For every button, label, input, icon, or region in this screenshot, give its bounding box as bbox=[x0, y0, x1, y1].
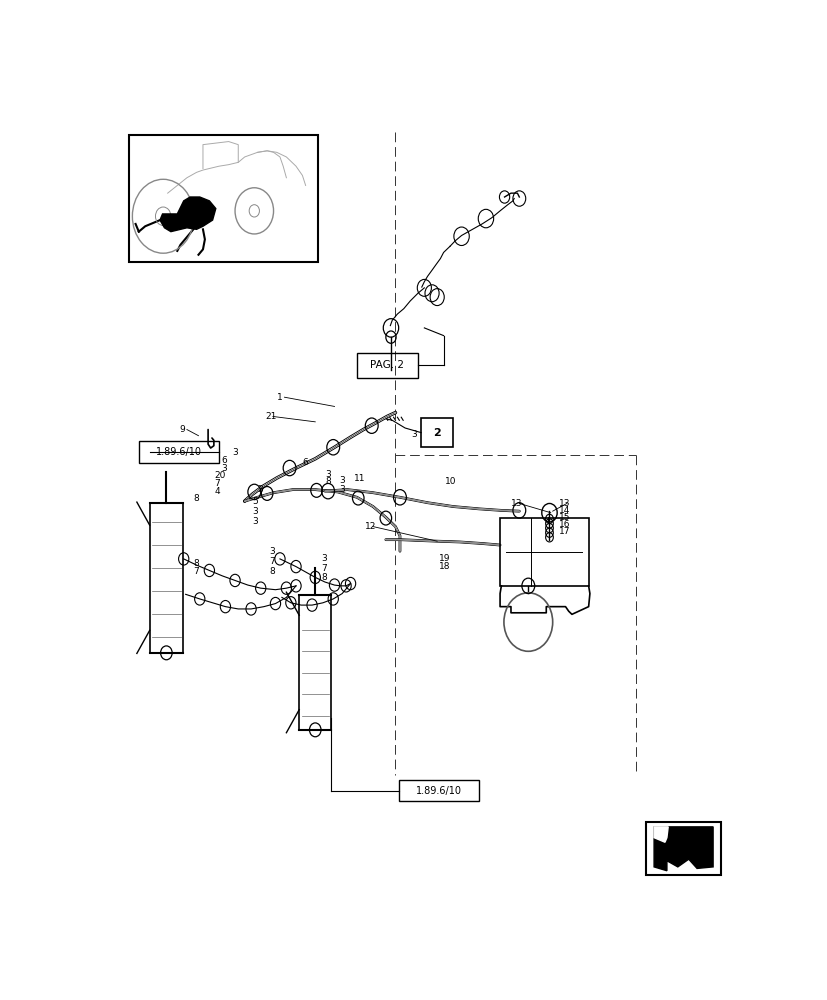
Bar bbox=[421, 418, 452, 447]
Text: 15: 15 bbox=[558, 513, 570, 522]
Text: 3: 3 bbox=[411, 430, 417, 439]
Text: 8: 8 bbox=[193, 494, 198, 503]
Bar bbox=[150, 503, 183, 653]
Text: 17: 17 bbox=[558, 527, 570, 536]
Text: 3: 3 bbox=[252, 507, 258, 516]
Text: 3: 3 bbox=[269, 547, 275, 556]
Text: 3: 3 bbox=[339, 476, 345, 485]
Text: 3: 3 bbox=[322, 554, 327, 563]
Text: 5: 5 bbox=[252, 497, 258, 506]
Text: 3: 3 bbox=[324, 470, 330, 479]
Text: 4: 4 bbox=[214, 487, 220, 496]
Text: 12: 12 bbox=[365, 522, 376, 531]
Bar bbox=[299, 595, 331, 730]
Text: 3: 3 bbox=[252, 517, 258, 526]
Text: 20: 20 bbox=[214, 471, 226, 480]
Bar bbox=[129, 135, 318, 262]
Text: 21: 21 bbox=[265, 412, 276, 421]
Polygon shape bbox=[653, 827, 667, 842]
Text: 9: 9 bbox=[179, 425, 184, 434]
Text: 8: 8 bbox=[324, 477, 330, 486]
Polygon shape bbox=[160, 197, 216, 232]
Bar bbox=[399, 780, 478, 801]
Text: 8: 8 bbox=[322, 573, 327, 582]
Text: 11: 11 bbox=[353, 474, 365, 483]
Text: 3: 3 bbox=[339, 485, 345, 494]
Text: 6: 6 bbox=[221, 456, 227, 465]
Text: 1.89.6/10: 1.89.6/10 bbox=[155, 447, 202, 457]
Text: 1: 1 bbox=[276, 393, 282, 402]
Text: 3: 3 bbox=[221, 464, 227, 473]
Text: 6: 6 bbox=[302, 458, 308, 467]
Text: 2: 2 bbox=[433, 428, 441, 438]
Text: 14: 14 bbox=[558, 506, 570, 515]
Text: 18: 18 bbox=[438, 562, 450, 571]
Text: 7: 7 bbox=[322, 564, 327, 573]
Bar bbox=[139, 441, 218, 463]
Polygon shape bbox=[653, 827, 712, 871]
Bar bbox=[356, 353, 418, 378]
Text: 3: 3 bbox=[232, 448, 237, 457]
Text: 19: 19 bbox=[438, 554, 450, 563]
Text: 8: 8 bbox=[193, 559, 198, 568]
Text: 1.89.6/10: 1.89.6/10 bbox=[415, 786, 461, 796]
Text: 7: 7 bbox=[214, 479, 220, 488]
Text: PAG. 2: PAG. 2 bbox=[370, 360, 404, 370]
Text: 3: 3 bbox=[257, 485, 263, 494]
Text: 13: 13 bbox=[510, 499, 522, 508]
Text: 7: 7 bbox=[193, 567, 198, 576]
Text: 16: 16 bbox=[558, 520, 570, 529]
Text: 10: 10 bbox=[444, 477, 456, 486]
Text: 13: 13 bbox=[558, 499, 570, 508]
Bar bbox=[500, 518, 588, 586]
Text: 7: 7 bbox=[269, 557, 275, 566]
Bar bbox=[645, 822, 720, 875]
Text: 8: 8 bbox=[269, 567, 275, 576]
